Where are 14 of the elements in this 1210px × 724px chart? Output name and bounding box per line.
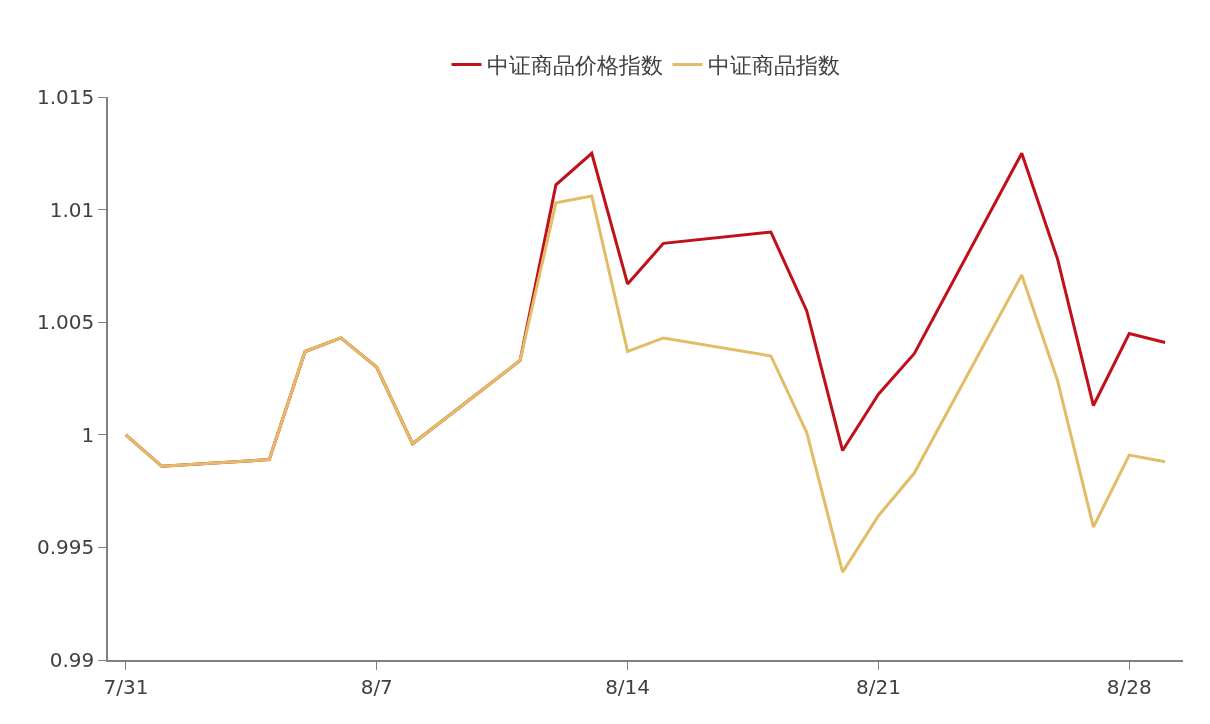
y-tick-label: 1.005 bbox=[36, 310, 95, 335]
y-tick-label: 0.995 bbox=[36, 535, 95, 560]
x-tick-label: 7/31 bbox=[103, 674, 149, 699]
x-tick-label: 8/21 bbox=[855, 674, 901, 699]
line-series bbox=[124, 194, 1167, 574]
x-tick-label: 8/28 bbox=[1106, 674, 1152, 699]
y-tick-label: 1.015 bbox=[36, 85, 95, 109]
y-tick-label: 1.01 bbox=[49, 197, 95, 222]
x-tick-label: 8/7 bbox=[360, 674, 393, 699]
y-tick-label: 0.99 bbox=[49, 648, 95, 672]
legend-label: 中证商品价格指数 bbox=[486, 53, 663, 79]
legend-label: 中证商品指数 bbox=[707, 53, 840, 79]
y-tick-label: 1 bbox=[81, 422, 95, 447]
x-tick-label: 8/14 bbox=[605, 674, 651, 699]
